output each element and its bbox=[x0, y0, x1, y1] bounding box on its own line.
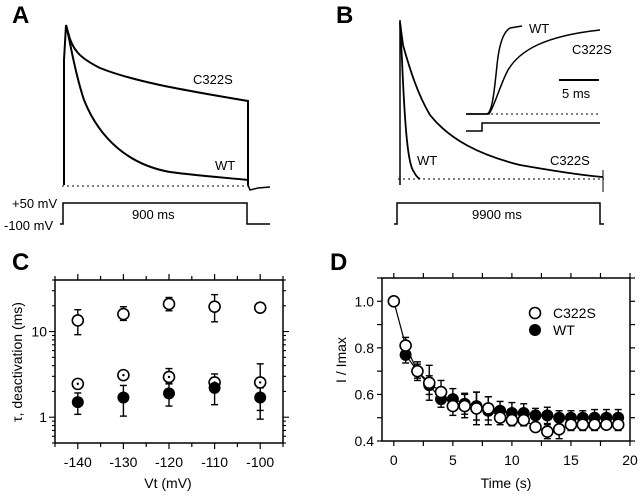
panel-d: D Time (s) I / Imax 0 5 10 15 20 0.4 0.6 0.8 1.0… bbox=[330, 249, 638, 491]
panel-d-point-c322s bbox=[387, 294, 401, 308]
inset-wt-trace bbox=[466, 25, 523, 115]
panel-d-point-c322s bbox=[600, 418, 613, 432]
panel-d-x-tick-label: 20 bbox=[622, 452, 638, 468]
panel-d-point-c322s bbox=[470, 402, 483, 415]
panel-b-label: B bbox=[336, 2, 353, 29]
panel-c-x-tick-label: -100 bbox=[246, 454, 274, 470]
panel-c-point bbox=[208, 300, 221, 314]
panel-d-point-c322s bbox=[399, 339, 412, 352]
panel-d-y-tick-label: 0.4 bbox=[355, 433, 375, 449]
panel-d-point-c322s bbox=[541, 425, 554, 438]
inset-wt-label: WT bbox=[529, 21, 549, 36]
panel-a: A C322S WT +50 mV -100 mV 900 ms bbox=[4, 2, 271, 233]
panel-d-point-c322s bbox=[481, 402, 495, 415]
panel-c-x-tick-label: -110 bbox=[201, 454, 228, 470]
panel-a-voltage-low: -100 mV bbox=[4, 218, 53, 233]
panel-c-point-dot bbox=[76, 382, 80, 386]
panel-c-point bbox=[254, 391, 267, 404]
panel-d-y-tick-label: 0.8 bbox=[355, 340, 375, 356]
panel-c-point-dot bbox=[167, 375, 171, 379]
panel-b-voltage-protocol bbox=[394, 202, 604, 225]
panel-d-x-tick-label: 5 bbox=[449, 452, 457, 468]
panel-a-wt-label: WT bbox=[215, 158, 235, 173]
panel-b: B WT C322S 5 ms WT C322S 9900 ms bbox=[336, 2, 612, 225]
panel-d-point-c322s bbox=[411, 364, 424, 378]
panel-d-point-c322s bbox=[529, 420, 542, 434]
inset-c322s-trace bbox=[466, 29, 601, 115]
panel-a-c322s-label: C322S bbox=[193, 72, 233, 87]
panel-d-point-wt bbox=[529, 409, 542, 422]
legend-label-c322s: C322S bbox=[553, 305, 596, 321]
inset-voltage-step bbox=[466, 122, 600, 132]
panel-c-label: C bbox=[12, 249, 29, 276]
panel-d-point-c322s bbox=[422, 376, 436, 390]
panel-d-y-tick-label: 1.0 bbox=[355, 293, 375, 309]
panel-b-c322s-trace bbox=[399, 21, 604, 178]
panel-a-voltage-high: +50 mV bbox=[12, 196, 57, 211]
panel-d-point-wt bbox=[553, 411, 566, 424]
panel-a-tail bbox=[247, 184, 271, 191]
panel-a-wt-trace bbox=[65, 24, 249, 181]
legend-marker-c322s bbox=[528, 306, 542, 320]
panel-b-duration: 9900 ms bbox=[472, 207, 522, 222]
panel-b-wt-label: WT bbox=[417, 153, 437, 168]
panel-d-point-c322s bbox=[564, 418, 578, 432]
panel-c-point-dot bbox=[259, 381, 262, 384]
panel-c-point bbox=[162, 297, 176, 311]
panel-c-xlabel: Vt (mV) bbox=[144, 475, 191, 491]
panel-d-point-c322s bbox=[611, 418, 625, 432]
panel-d-point-c322s bbox=[576, 418, 590, 432]
panel-d-ylabel: I / Imax bbox=[333, 337, 349, 383]
panel-d-point-c322s bbox=[446, 399, 460, 413]
panel-d-xlabel: Time (s) bbox=[481, 475, 532, 491]
panel-d-x-tick-label: 15 bbox=[563, 452, 579, 468]
panel-d-plot-frame bbox=[381, 277, 631, 442]
panel-c-point-dot bbox=[122, 373, 125, 377]
panel-c-point bbox=[71, 314, 85, 327]
panel-d-x-tick-label: 10 bbox=[504, 452, 520, 468]
panel-c-x-tick-label: -140 bbox=[64, 454, 92, 470]
panel-d-x-tick-label: 0 bbox=[390, 452, 398, 468]
legend-marker-wt bbox=[529, 324, 541, 336]
panel-b-c322s-label: C322S bbox=[550, 153, 590, 168]
panel-a-voltage-protocol bbox=[60, 202, 270, 225]
panel-c-point bbox=[208, 381, 221, 394]
panel-b-wt-trace bbox=[399, 21, 421, 180]
panel-d-label: D bbox=[330, 249, 347, 276]
legend-label-wt: WT bbox=[553, 322, 575, 338]
panel-c-point bbox=[117, 391, 130, 404]
panel-c-ylabel: τ, deactivation (ms) bbox=[9, 302, 25, 422]
panel-c: C Vt (mV) τ, deactivation (ms) -140 -130 -… bbox=[9, 249, 289, 491]
panel-c-y-tick-label: 10 bbox=[31, 324, 47, 340]
panel-d-point-c322s bbox=[458, 399, 471, 413]
panel-a-label: A bbox=[12, 2, 29, 29]
panel-c-y-tick-label: 1 bbox=[39, 409, 47, 425]
panel-d-point-wt bbox=[541, 409, 554, 422]
panel-c-point bbox=[253, 301, 267, 314]
panel-d-point-c322s bbox=[552, 423, 566, 436]
panel-c-x-tick-label: -120 bbox=[155, 454, 183, 470]
panel-b-inset: 5 ms WT C322S bbox=[466, 21, 612, 132]
inset-c322s-label: C322S bbox=[572, 42, 612, 57]
panel-d-point-c322s bbox=[588, 418, 601, 432]
panel-d-point-c322s bbox=[517, 413, 531, 427]
panel-d-point-c322s bbox=[505, 413, 519, 427]
panel-c-point bbox=[117, 307, 130, 321]
panel-d-point-c322s bbox=[434, 385, 448, 399]
panel-c-point bbox=[71, 396, 84, 409]
panel-c-x-tick-label: -130 bbox=[109, 454, 137, 470]
panel-c-point bbox=[163, 387, 175, 400]
panel-d-point-c322s bbox=[493, 411, 507, 425]
panel-a-duration: 900 ms bbox=[132, 207, 175, 222]
panel-d-y-tick-label: 0.6 bbox=[355, 386, 375, 402]
inset-scale-label: 5 ms bbox=[562, 86, 591, 101]
